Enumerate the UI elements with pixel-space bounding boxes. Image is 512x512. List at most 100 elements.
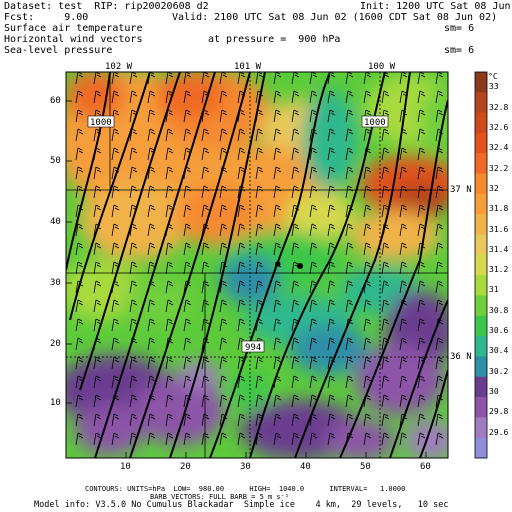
wind-barb (165, 356, 174, 370)
wind-barb (435, 223, 444, 237)
wind-barb (237, 128, 246, 142)
wind-barb (435, 166, 444, 180)
wind-barb (381, 432, 390, 446)
wind-barb (165, 375, 174, 389)
wind-barb (201, 413, 210, 427)
wind-barb (147, 242, 156, 256)
wind-barb (363, 185, 372, 199)
wind-barb (219, 147, 228, 161)
wind-barb (345, 375, 354, 389)
wind-barb (381, 90, 390, 104)
contour-label-3: 994 (241, 340, 265, 353)
x-tick: 10 (120, 462, 131, 472)
colorbar-swatch (475, 214, 487, 236)
colorbar-swatch (475, 112, 487, 134)
wind-barb (435, 90, 444, 104)
wind-barb (435, 299, 444, 313)
wind-barb (129, 185, 138, 199)
wind-barb (147, 204, 156, 218)
wind-barb (327, 128, 336, 142)
wind-barb (345, 109, 354, 123)
wind-barb (93, 242, 102, 256)
wind-barb (129, 375, 138, 389)
wind-barb (309, 147, 318, 161)
lon-label-100w: 100 W (368, 62, 396, 72)
wind-barb (201, 375, 210, 389)
field-temperature: Surface air temperature (4, 23, 143, 34)
wind-barb (273, 356, 282, 370)
wind-barb (237, 242, 246, 256)
init-time: Init: 1200 UTC Sat 08 Jun 02 (360, 1, 512, 12)
wind-barb (381, 242, 390, 256)
wind-barb (381, 166, 390, 180)
wind-barb (129, 166, 138, 180)
field-temperature-smoothing: sm= 6 (444, 23, 475, 34)
wind-barb (345, 299, 354, 313)
wind-barb (273, 242, 282, 256)
wind-barb (435, 242, 444, 256)
wind-barb (93, 356, 102, 370)
colorbar-swatch (475, 234, 487, 256)
wind-barb (93, 280, 102, 294)
wind-barb (75, 166, 84, 180)
wind-barb (219, 394, 228, 408)
wind-barb (291, 432, 300, 446)
x-tick: 30 (240, 462, 251, 472)
colorbar-swatch (475, 336, 487, 357)
colorbar-swatch (475, 173, 487, 195)
footer-model-info: Model info: V3.5.0 No Cumulus Blackadar … (34, 500, 449, 510)
wind-barb (417, 375, 426, 389)
wind-barb (399, 280, 408, 294)
wind-barb (435, 375, 444, 389)
wind-barb (111, 90, 120, 104)
wind-barb (399, 356, 408, 370)
wind-barb (327, 90, 336, 104)
wind-barb (291, 90, 300, 104)
colorbar-swatch (475, 376, 487, 398)
wind-barb (183, 318, 192, 332)
plot-frame (65, 71, 449, 459)
wind-barb (219, 337, 228, 351)
wind-barb (327, 337, 336, 351)
wind-barb (399, 223, 408, 237)
x-tick: 50 (360, 462, 371, 472)
wind-barb (111, 318, 120, 332)
wind-barb (273, 109, 282, 123)
wind-barb (255, 261, 264, 275)
colorbar-swatch (475, 254, 487, 276)
wind-barb (327, 223, 336, 237)
field-wind: Horizontal wind vectors (4, 34, 143, 45)
wind-barb (183, 432, 192, 446)
wind-barb (201, 185, 210, 199)
station-dot (297, 263, 303, 269)
wind-barb (201, 318, 210, 332)
colorbar-label: 32.8 (489, 102, 509, 112)
wind-barb (363, 242, 372, 256)
wind-barb (399, 242, 408, 256)
colorbar-swatch (475, 193, 487, 215)
wind-barb (165, 280, 174, 294)
wind-barb (381, 128, 390, 142)
wind-barb (183, 128, 192, 142)
wind-barb (165, 147, 174, 161)
wind-barb (291, 147, 300, 161)
wind-barb (309, 166, 318, 180)
wind-barb (75, 223, 84, 237)
wind-barb (327, 318, 336, 332)
wind-barb (273, 299, 282, 313)
y-tick: 10 (50, 398, 61, 408)
wind-barb (291, 337, 300, 351)
wind-barb (273, 337, 282, 351)
wind-barb (255, 242, 264, 256)
colorbar-label: 31.2 (489, 265, 509, 275)
wind-barb (255, 185, 264, 199)
wind-barb (381, 318, 390, 332)
wind-barb (435, 337, 444, 351)
wind-barb (183, 109, 192, 123)
wind-barb (219, 223, 228, 237)
wind-barb (327, 375, 336, 389)
wind-barb (327, 261, 336, 275)
colorbar-label: 32.2 (489, 163, 509, 173)
wind-barb (273, 128, 282, 142)
